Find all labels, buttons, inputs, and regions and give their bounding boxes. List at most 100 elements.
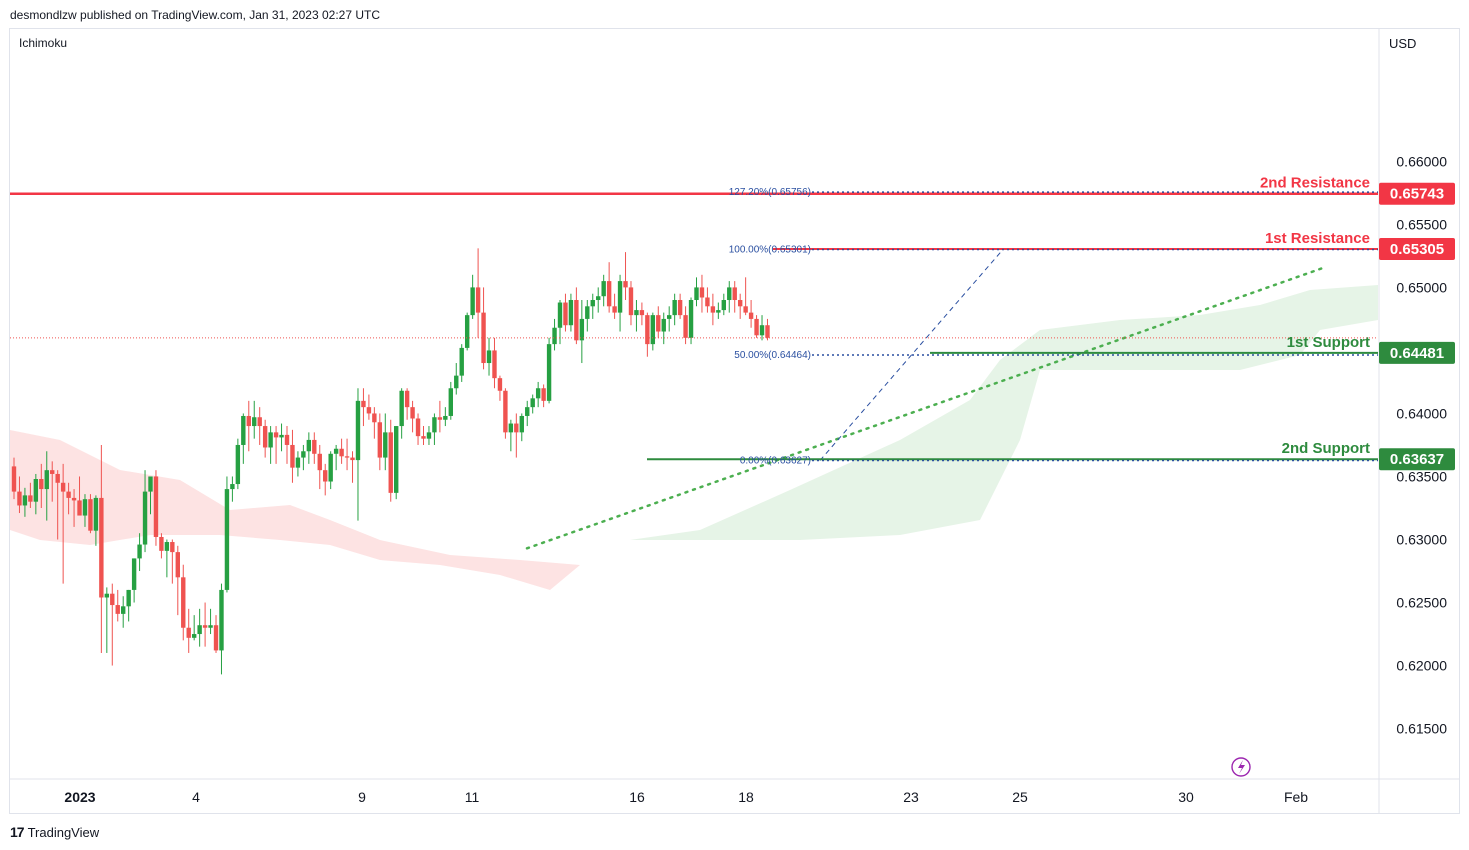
candle-body: [235, 444, 241, 485]
y-tick-label: 0.66000: [1396, 153, 1447, 169]
candle-body: [295, 457, 301, 468]
candle-body: [546, 344, 552, 401]
candle-83: [464, 312, 470, 351]
level-label: 1st Support: [1287, 334, 1370, 351]
candle-body: [60, 482, 66, 492]
fib-label: 100.00%(0.65301): [729, 244, 811, 255]
candle-24: [142, 470, 148, 553]
axes: 0.61500 0.62000 0.62500 0.63000 0.63500 0.640…: [64, 153, 1447, 805]
candle-15: [93, 495, 99, 546]
level-1st-support: 1st Support 0.64481: [930, 334, 1455, 364]
currency-label[interactable]: USD: [1389, 36, 1417, 51]
y-tick-label: 0.62000: [1396, 658, 1447, 674]
tradingview-logo[interactable]: 17 TradingView: [10, 824, 99, 840]
candle-50: [284, 426, 290, 464]
trendlines: [525, 249, 1327, 550]
candle-64: [361, 388, 366, 427]
candle-94: [525, 400, 530, 427]
x-tick-label: 4: [192, 789, 200, 805]
fib-label: 127.20%(0.65756): [729, 187, 811, 198]
x-tick-label: Feb: [1284, 789, 1308, 805]
fib-level: 0.00%(0.63627): [740, 455, 1378, 466]
candle-76: [426, 426, 432, 445]
candle-107: [596, 287, 601, 313]
level-2nd-resistance: 2nd Resistance 0.65743: [10, 175, 1455, 205]
candle-body: [333, 448, 339, 454]
candle-body: [273, 432, 279, 438]
candle-127: [705, 287, 710, 313]
candle-32: [186, 608, 191, 653]
candle-95: [530, 394, 535, 414]
candle-53: [301, 444, 306, 471]
candle-0: [11, 457, 17, 500]
level-price-text: 0.65743: [1390, 186, 1444, 203]
y-tick-label: 0.63000: [1396, 532, 1447, 548]
candle-42: [241, 413, 246, 464]
candle-body: [153, 476, 159, 537]
candle-35: [202, 602, 208, 647]
candle-body: [563, 302, 568, 326]
publish-info: desmondlzw published on TradingView.com,…: [10, 8, 381, 22]
candle-34: [197, 608, 202, 647]
candle-79: [443, 407, 448, 427]
y-tick-label: 0.65000: [1396, 279, 1447, 295]
candle-87: [486, 337, 492, 376]
candle-body: [716, 310, 721, 313]
candle-62: [350, 451, 355, 483]
candle-18: [110, 583, 115, 666]
cloud-bull-area: [630, 285, 1378, 540]
candle-44: [252, 400, 257, 439]
level-label: 1st Resistance: [1265, 230, 1370, 247]
candle-body: [710, 306, 716, 313]
candle-body: [470, 287, 475, 316]
candle-body: [186, 627, 191, 638]
candle-101: [563, 293, 568, 332]
candle-132: [732, 281, 737, 313]
candle-52: [295, 451, 301, 477]
candle-36: [208, 608, 213, 635]
candle-8: [55, 470, 60, 540]
lightning-icon: [1231, 757, 1251, 777]
candle-body: [394, 426, 399, 493]
candle-134: [743, 277, 748, 316]
candle-118: [656, 306, 661, 338]
candle-136: [754, 315, 759, 338]
candle-49: [279, 423, 284, 452]
fib-label: 0.00%(0.63627): [740, 455, 811, 466]
candle-body: [22, 495, 28, 506]
candle-body: [437, 417, 443, 420]
candle-body: [115, 605, 120, 614]
candle-125: [694, 277, 699, 307]
candle-103: [574, 287, 579, 345]
level-1st-resistance: 1st Resistance 0.65305: [773, 230, 1455, 260]
indicator-label[interactable]: Ichimoku: [19, 36, 68, 50]
lightning-icon-ring: [1231, 757, 1251, 777]
candle-body: [66, 491, 71, 498]
candle-body: [159, 536, 164, 551]
candle-body: [88, 499, 93, 531]
candle-22: [131, 558, 137, 603]
candle-129: [716, 302, 721, 319]
candle-body: [290, 444, 295, 468]
candle-29: [170, 539, 175, 584]
candle-37: [213, 615, 219, 653]
candle-body: [448, 388, 453, 416]
candle-body: [181, 577, 186, 628]
candle-120: [667, 306, 672, 332]
candle-body: [623, 281, 628, 288]
candle-72: [404, 388, 410, 420]
cloud-bear-area: [10, 430, 580, 590]
candle-body: [596, 296, 601, 301]
level-price-text: 0.65305: [1390, 241, 1444, 258]
candle-body: [535, 388, 541, 399]
candle-body: [443, 415, 448, 420]
candle-body: [388, 432, 393, 493]
candle-88: [492, 337, 497, 389]
fibonacci-levels: 127.20%(0.65756) 100.00%(0.65301) 50.00%(0…: [729, 187, 1378, 466]
candle-3: [28, 482, 33, 508]
candle-114: [634, 300, 639, 332]
candle-39: [224, 476, 230, 593]
candle-body: [366, 407, 372, 414]
candle-102: [568, 293, 574, 332]
